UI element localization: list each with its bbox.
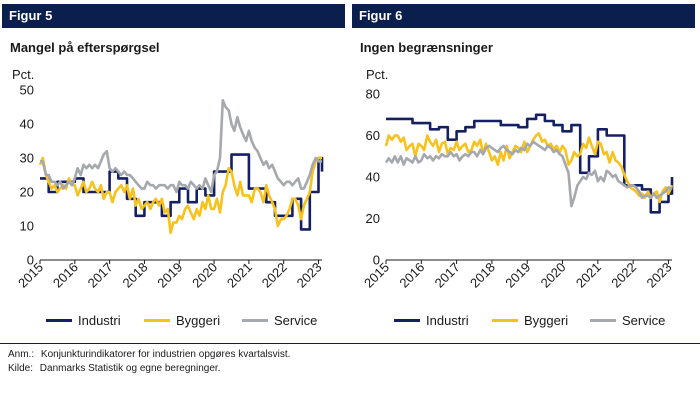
y-tick-label: 40 xyxy=(366,170,380,185)
y-tick-label: 10 xyxy=(20,219,34,234)
x-tick-label: 2017 xyxy=(85,260,116,291)
x-tick-label: 2019 xyxy=(154,260,185,291)
legend-item-service: Service xyxy=(590,311,665,329)
legend-swatch-service xyxy=(242,318,268,322)
x-tick-label: 2016 xyxy=(50,260,81,291)
figure-5-y-axis-label: Pct. xyxy=(12,67,35,82)
x-tick-label: 2023 xyxy=(644,260,675,291)
note-anm-text: Konjunkturindikatorer for industrien opg… xyxy=(40,349,291,360)
legend-swatch-industri xyxy=(394,318,420,322)
figure-5-title: Mangel på efterspørgsel xyxy=(10,40,160,55)
figure-6-panel: Figur 6 Ingen begrænsninger Pct. 0 20 40 60… xyxy=(352,4,695,340)
legend-swatch-service xyxy=(590,318,616,322)
y-tick-label: 30 xyxy=(20,151,34,166)
legend-label-service: Service xyxy=(622,312,666,328)
legend-swatch-byggeri xyxy=(144,318,170,322)
x-tick-label: 2018 xyxy=(467,260,498,291)
x-tick-label: 2021 xyxy=(224,260,255,291)
note-anm: Anm.: Konjunkturindikatorer for industri… xyxy=(8,349,290,360)
x-tick-label: 2023 xyxy=(294,260,325,291)
series-line-service xyxy=(384,140,673,208)
x-tick-label: 2019 xyxy=(502,260,533,291)
legend-label-byggeri: Byggeri xyxy=(524,312,569,328)
x-tick-label: 2020 xyxy=(538,260,569,291)
x-tick-label: 2017 xyxy=(432,260,463,291)
figure-6-y-axis-label: Pct. xyxy=(366,67,389,82)
series-line-industri xyxy=(386,113,674,214)
y-tick-label: 20 xyxy=(20,185,34,200)
legend-item-byggeri: Byggeri xyxy=(144,311,220,329)
figure-5-panel: Figur 5 Mangel på efterspørgsel Pct. 0 10… xyxy=(2,4,345,340)
x-tick-label: 2015 xyxy=(361,260,392,291)
note-anm-label: Anm.: xyxy=(8,349,35,360)
footer-divider xyxy=(0,343,700,344)
x-tick-label: 2016 xyxy=(396,260,427,291)
legend-label-byggeri: Byggeri xyxy=(176,312,221,328)
note-kilde-label: Kilde: xyxy=(8,363,34,374)
legend-label-industri: Industri xyxy=(78,312,121,328)
y-tick-label: 0 xyxy=(373,253,380,268)
y-tick-label: 20 xyxy=(366,211,380,226)
figure-5-label: Figur 5 xyxy=(2,4,345,28)
y-tick-label: 60 xyxy=(366,128,380,143)
legend-item-industri: Industri xyxy=(394,311,469,329)
figure-6-title: Ingen begrænsninger xyxy=(360,40,493,55)
x-tick-label: 2018 xyxy=(120,260,151,291)
y-tick-label: 80 xyxy=(366,87,380,102)
legend-label-service: Service xyxy=(274,312,318,328)
y-tick-label: 0 xyxy=(27,253,34,268)
legend-label-industri: Industri xyxy=(426,312,469,328)
legend-item-industri: Industri xyxy=(46,311,121,329)
y-tick-label: 40 xyxy=(20,117,34,132)
figure-6-label: Figur 6 xyxy=(352,4,695,28)
legend-item-byggeri: Byggeri xyxy=(492,311,568,329)
note-kilde-text: Danmarks Statistik og egne beregninger. xyxy=(39,363,221,374)
legend-swatch-byggeri xyxy=(492,318,518,322)
x-tick-label: 2021 xyxy=(573,260,604,291)
legend-item-service: Service xyxy=(242,311,317,329)
figure-5-legend: Industri Byggeri Service xyxy=(2,311,345,329)
note-kilde: Kilde: Danmarks Statistik og egne beregn… xyxy=(8,363,220,374)
figure-6-legend: Industri Byggeri Service xyxy=(352,311,695,329)
series-line-service xyxy=(40,98,322,194)
x-tick-label: 2022 xyxy=(259,260,290,291)
y-tick-label: 50 xyxy=(20,83,34,98)
legend-swatch-industri xyxy=(46,318,72,322)
series-line-byggeri xyxy=(384,132,674,204)
x-tick-label: 2022 xyxy=(608,260,639,291)
x-tick-label: 2020 xyxy=(189,260,220,291)
series-line-byggeri xyxy=(38,156,322,235)
x-tick-label: 2015 xyxy=(15,260,46,291)
